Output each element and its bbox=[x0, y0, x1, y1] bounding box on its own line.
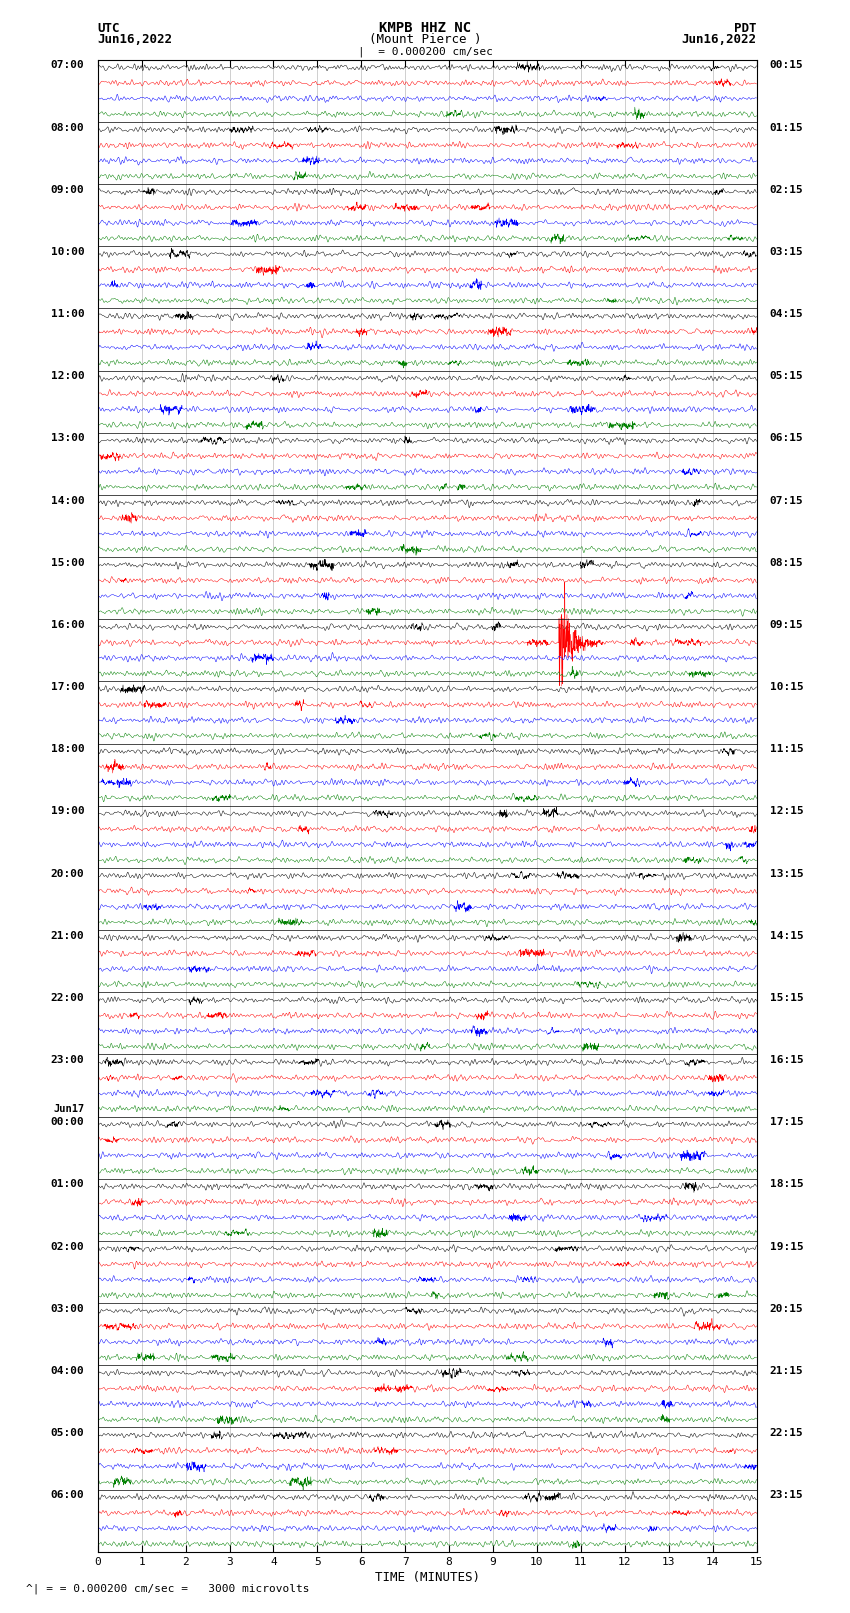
Text: 11:15: 11:15 bbox=[769, 744, 803, 755]
Text: 15:15: 15:15 bbox=[769, 994, 803, 1003]
Text: 12:15: 12:15 bbox=[769, 806, 803, 816]
Text: 09:00: 09:00 bbox=[51, 185, 84, 195]
Text: 22:15: 22:15 bbox=[769, 1428, 803, 1439]
Text: 05:15: 05:15 bbox=[769, 371, 803, 381]
Text: UTC: UTC bbox=[98, 21, 120, 35]
Text: 16:00: 16:00 bbox=[51, 619, 84, 631]
Text: 20:15: 20:15 bbox=[769, 1303, 803, 1315]
Text: 11:00: 11:00 bbox=[51, 310, 84, 319]
Text: 02:15: 02:15 bbox=[769, 185, 803, 195]
Text: 21:00: 21:00 bbox=[51, 931, 84, 940]
Text: 16:15: 16:15 bbox=[769, 1055, 803, 1065]
Text: Jun16,2022: Jun16,2022 bbox=[98, 32, 173, 45]
Text: 18:15: 18:15 bbox=[769, 1179, 803, 1189]
Text: 13:00: 13:00 bbox=[51, 434, 84, 444]
Text: ^| = = 0.000200 cm/sec =   3000 microvolts: ^| = = 0.000200 cm/sec = 3000 microvolts bbox=[26, 1582, 309, 1594]
Text: 19:00: 19:00 bbox=[51, 806, 84, 816]
Text: 06:15: 06:15 bbox=[769, 434, 803, 444]
Text: 23:15: 23:15 bbox=[769, 1490, 803, 1500]
Text: 02:00: 02:00 bbox=[51, 1242, 84, 1252]
Text: 04:00: 04:00 bbox=[51, 1366, 84, 1376]
Text: 01:15: 01:15 bbox=[769, 123, 803, 132]
Text: 00:00: 00:00 bbox=[51, 1118, 84, 1127]
Text: 13:15: 13:15 bbox=[769, 869, 803, 879]
Text: (Mount Pierce ): (Mount Pierce ) bbox=[369, 32, 481, 45]
Text: 07:00: 07:00 bbox=[51, 60, 84, 71]
Text: 12:00: 12:00 bbox=[51, 371, 84, 381]
Text: 08:15: 08:15 bbox=[769, 558, 803, 568]
Text: 19:15: 19:15 bbox=[769, 1242, 803, 1252]
Text: 09:15: 09:15 bbox=[769, 619, 803, 631]
Text: PDT: PDT bbox=[734, 21, 756, 35]
Text: 00:15: 00:15 bbox=[769, 60, 803, 71]
Text: 18:00: 18:00 bbox=[51, 744, 84, 755]
Text: 23:00: 23:00 bbox=[51, 1055, 84, 1065]
Text: 14:15: 14:15 bbox=[769, 931, 803, 940]
Text: 22:00: 22:00 bbox=[51, 994, 84, 1003]
Text: 15:00: 15:00 bbox=[51, 558, 84, 568]
X-axis label: TIME (MINUTES): TIME (MINUTES) bbox=[375, 1571, 479, 1584]
Text: 20:00: 20:00 bbox=[51, 869, 84, 879]
Text: 03:15: 03:15 bbox=[769, 247, 803, 256]
Text: Jun16,2022: Jun16,2022 bbox=[682, 32, 756, 45]
Text: 14:00: 14:00 bbox=[51, 495, 84, 505]
Text: 04:15: 04:15 bbox=[769, 310, 803, 319]
Text: 07:15: 07:15 bbox=[769, 495, 803, 505]
Text: KMPB HHZ NC: KMPB HHZ NC bbox=[379, 21, 471, 35]
Text: 05:00: 05:00 bbox=[51, 1428, 84, 1439]
Text: 08:00: 08:00 bbox=[51, 123, 84, 132]
Text: 10:00: 10:00 bbox=[51, 247, 84, 256]
Text: 06:00: 06:00 bbox=[51, 1490, 84, 1500]
Text: Jun17: Jun17 bbox=[54, 1105, 84, 1115]
Text: |  = 0.000200 cm/sec: | = 0.000200 cm/sec bbox=[358, 47, 492, 58]
Text: 03:00: 03:00 bbox=[51, 1303, 84, 1315]
Text: 21:15: 21:15 bbox=[769, 1366, 803, 1376]
Text: 17:00: 17:00 bbox=[51, 682, 84, 692]
Text: 10:15: 10:15 bbox=[769, 682, 803, 692]
Text: 01:00: 01:00 bbox=[51, 1179, 84, 1189]
Text: 17:15: 17:15 bbox=[769, 1118, 803, 1127]
